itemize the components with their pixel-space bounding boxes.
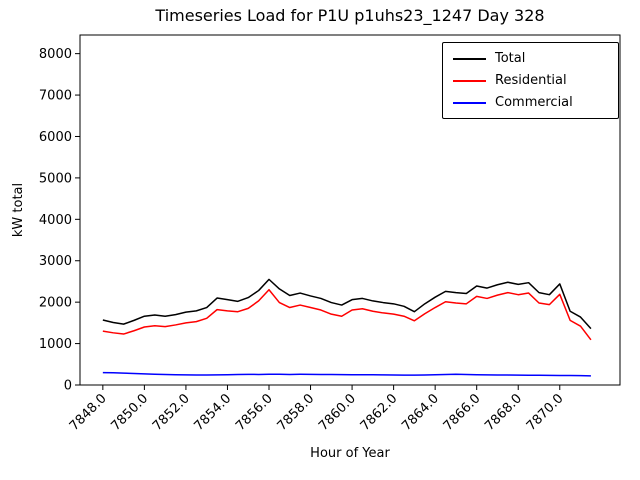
legend-label-total: Total [495,51,526,66]
y-tick-label: 1000 [39,337,72,352]
x-tick-label: 7856.0 [233,391,276,434]
y-axis-ticks: 0 1000 2000 3000 4000 5000 6000 7000 8000 [39,47,80,394]
legend-item-total: Total [453,52,608,65]
legend-line-total [453,57,486,60]
series-line-residential [102,288,592,341]
series-line-commercial [102,371,591,377]
x-axis-label: Hour of Year [310,446,390,461]
x-tick-label: 7854.0 [192,391,235,434]
legend: Total Residential Commercial [442,42,619,119]
y-tick-label: 0 [64,379,72,394]
x-tick-label: 7862.0 [358,391,401,434]
legend-line-residential [453,79,486,82]
x-tick-label: 7850.0 [108,391,151,434]
y-axis-label: kW total [11,183,26,237]
y-tick-label: 8000 [39,47,72,62]
legend-item-residential: Residential [453,74,608,87]
axes-frame [79,34,621,386]
x-tick-label: 7870.0 [524,391,567,434]
x-tick-label: 7860.0 [316,391,359,434]
legend-label-commercial: Commercial [495,95,573,110]
series-lines [102,278,592,377]
y-tick-label: 4000 [39,213,72,228]
x-tick-label: 7852.0 [150,391,193,434]
y-tick-label: 7000 [39,89,72,104]
legend-line-commercial [453,101,486,104]
y-tick-label: 2000 [39,296,72,311]
series-line-total [102,278,592,330]
chart-title: Timeseries Load for P1U p1uhs23_1247 Day… [154,6,544,26]
y-tick-label: 5000 [39,171,72,186]
x-tick-label: 7848.0 [67,391,110,434]
x-tick-label: 7866.0 [441,391,484,434]
x-tick-label: 7858.0 [275,391,318,434]
x-tick-label: 7868.0 [482,391,525,434]
legend-item-commercial: Commercial [453,96,608,109]
y-tick-label: 3000 [39,254,72,269]
x-tick-label: 7864.0 [399,391,442,434]
x-axis-ticks: 7848.07850.07852.07854.07856.07858.07860… [67,385,567,434]
legend-label-residential: Residential [495,73,567,88]
y-tick-label: 6000 [39,130,72,145]
